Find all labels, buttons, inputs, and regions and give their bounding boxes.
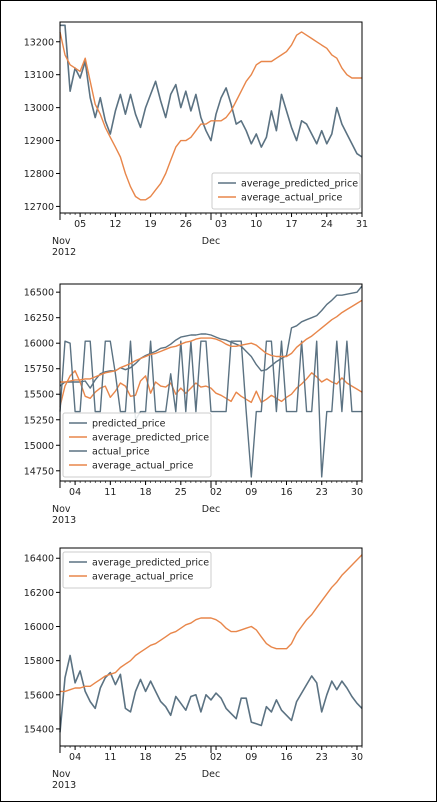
legend-entry: average_actual_price — [92, 461, 193, 472]
legend-box — [62, 412, 212, 478]
y-tick-label: 16250 — [24, 313, 54, 324]
x-tick-label: 04 — [69, 487, 81, 498]
legend-entry: average_predicted_price — [241, 179, 358, 190]
legend-box — [211, 172, 361, 210]
x-tick-label: 25 — [175, 752, 187, 763]
y-tick-label: 15500 — [24, 390, 54, 401]
x-month-label: Dec — [202, 504, 220, 515]
x-tick-label: 10 — [250, 219, 262, 230]
x-month-label: Nov — [52, 236, 71, 247]
chart-panel-3: 15400 15600 15800 16000 16200 16400 04 11 18 25 02… — [24, 547, 363, 791]
x-tick-label: 05 — [74, 219, 86, 230]
x-year-label: 2012 — [52, 247, 76, 258]
y-tick-label: 16000 — [24, 339, 54, 350]
x-tick-label: 23 — [316, 487, 328, 498]
y-tick-label: 15800 — [24, 656, 54, 667]
y-tick-label: 16000 — [24, 622, 54, 633]
x-year-label: 2013 — [52, 780, 76, 791]
x-tick-label: 24 — [321, 219, 333, 230]
x-tick-label: 31 — [356, 219, 368, 230]
x-tick-label: 26 — [180, 219, 192, 230]
x-tick-label: 30 — [351, 752, 363, 763]
y-tick-label: 16400 — [24, 554, 54, 565]
chart-panel-1: 12700 12800 12900 13000 13100 13200 05 12 19 26 03… — [24, 21, 368, 258]
x-tick-label: 18 — [140, 487, 152, 498]
y-tick-label: 15750 — [24, 364, 54, 375]
x-tick-label: 12 — [109, 219, 121, 230]
chart-panel-2: 14750 15000 15250 15500 15750 16000 16250 16500… — [24, 283, 363, 526]
y-tick-label: 12800 — [24, 169, 54, 180]
legend-entry: average_predicted_price — [92, 433, 209, 444]
legend-entry: average_actual_price — [241, 193, 342, 204]
y-tick-label: 13200 — [24, 37, 54, 48]
x-tick-label: 11 — [104, 752, 116, 763]
y-tick-label: 12900 — [24, 136, 54, 147]
y-tick-label: 15400 — [24, 724, 54, 735]
x-tick-label: 23 — [316, 752, 328, 763]
y-tick-label: 14750 — [24, 466, 54, 477]
x-tick-label: 16 — [280, 752, 292, 763]
series-line-actual-price — [59, 340, 362, 478]
x-month-label: Dec — [202, 769, 220, 780]
x-month-label: Nov — [52, 769, 71, 780]
series-line-average-actual-price — [60, 299, 363, 383]
series-line-average-predicted-price — [60, 24, 363, 158]
y-tick-label: 16500 — [24, 288, 54, 299]
x-tick-label: 30 — [351, 487, 363, 498]
y-tick-label: 15000 — [24, 441, 54, 452]
y-tick-label: 16200 — [24, 588, 54, 599]
x-tick-label: 19 — [145, 219, 157, 230]
x-tick-label: 02 — [210, 752, 222, 763]
y-tick-label: 15600 — [24, 690, 54, 701]
series-line-predicted-price — [59, 285, 363, 389]
series-line-average-predicted-price — [59, 654, 363, 733]
y-tick-label: 13000 — [24, 103, 54, 114]
x-tick-label: 09 — [245, 752, 257, 763]
x-tick-label: 09 — [245, 487, 257, 498]
series-line-average-predicted-price — [59, 370, 363, 407]
x-tick-label: 18 — [140, 752, 152, 763]
x-tick-label: 02 — [210, 487, 222, 498]
legend-entry: predicted_price — [92, 419, 166, 430]
y-tick-label: 15250 — [24, 415, 54, 426]
y-tick-label: 13100 — [24, 70, 54, 81]
series-line-average-actual-price — [60, 554, 363, 693]
x-tick-label: 04 — [69, 752, 81, 763]
x-tick-label: 11 — [104, 487, 116, 498]
x-month-label: Dec — [202, 236, 220, 247]
x-tick-label: 03 — [215, 219, 227, 230]
x-tick-label: 16 — [280, 487, 292, 498]
y-tick-label: 12700 — [24, 202, 54, 213]
x-tick-label: 17 — [285, 219, 297, 230]
legend-entry: average_predicted_price — [92, 558, 209, 569]
legend-box — [62, 551, 212, 589]
legend-entry: actual_price — [92, 447, 150, 458]
series-line-average-actual-price — [59, 31, 362, 201]
x-month-label: Nov — [52, 504, 71, 515]
x-year-label: 2013 — [52, 515, 76, 526]
legend-entry: average_actual_price — [92, 572, 193, 583]
x-tick-label: 25 — [175, 487, 187, 498]
